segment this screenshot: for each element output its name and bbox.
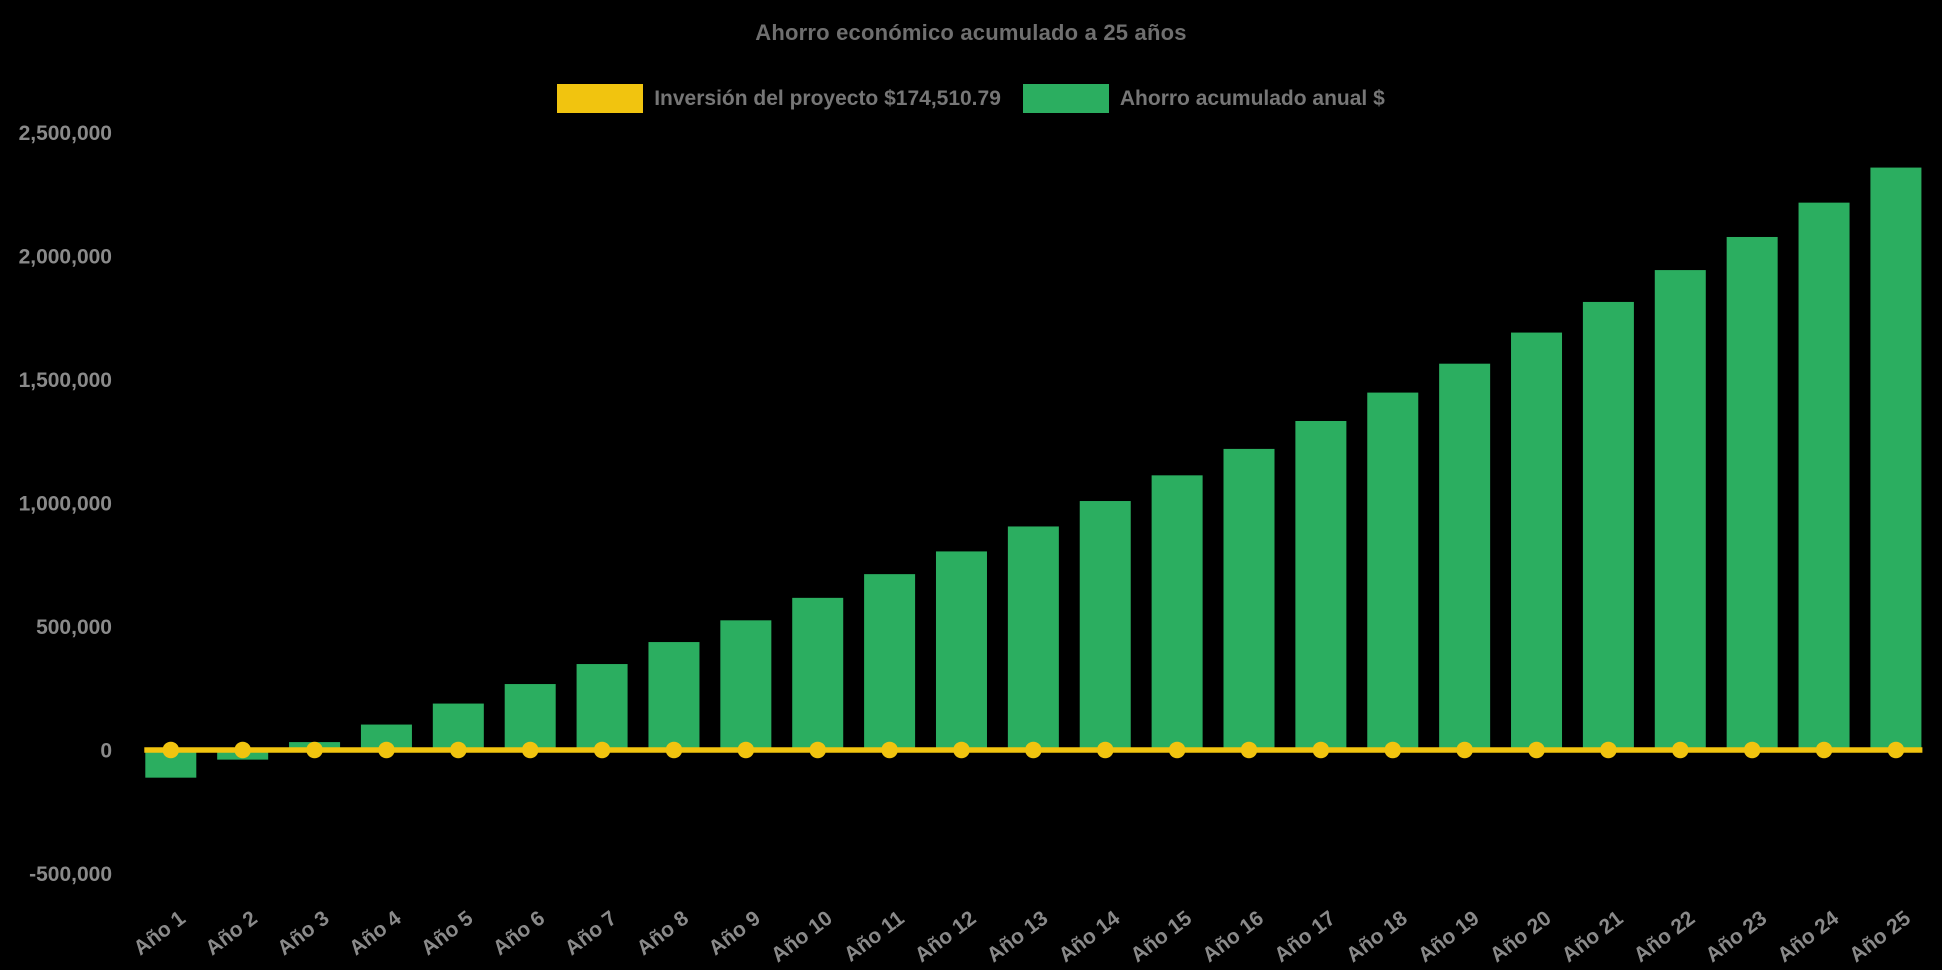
bar-año-18[interactable] bbox=[1367, 392, 1419, 750]
bar-año-10[interactable] bbox=[792, 597, 844, 750]
legend-swatch-inversion-icon bbox=[557, 84, 644, 113]
bar-año-9[interactable] bbox=[720, 620, 772, 750]
bar-año-6[interactable] bbox=[504, 684, 556, 750]
legend-label-ahorro: Ahorro acumulado anual $ bbox=[1119, 86, 1385, 110]
x-tick-label: Año 2 bbox=[201, 907, 261, 960]
investment-line-point-año-18[interactable] bbox=[1384, 741, 1402, 759]
x-tick-label: Año 12 bbox=[911, 907, 981, 968]
chart-title: Ahorro económico acumulado a 25 años bbox=[755, 20, 1187, 45]
x-tick-label: Año 21 bbox=[1558, 906, 1628, 967]
investment-line-point-año-17[interactable] bbox=[1312, 741, 1330, 759]
investment-line-point-año-6[interactable] bbox=[521, 741, 539, 759]
x-tick-label: Año 16 bbox=[1198, 907, 1268, 968]
bar-año-20[interactable] bbox=[1511, 332, 1563, 750]
x-tick-label: Año 23 bbox=[1701, 907, 1771, 968]
x-tick-label: Año 24 bbox=[1773, 906, 1843, 967]
bar-año-14[interactable] bbox=[1079, 501, 1131, 750]
investment-line-point-año-3[interactable] bbox=[306, 741, 323, 759]
investment-line-point-año-25[interactable] bbox=[1887, 741, 1905, 759]
x-tick-label: Año 9 bbox=[704, 907, 764, 960]
investment-line-point-año-22[interactable] bbox=[1671, 741, 1689, 759]
investment-line-point-año-23[interactable] bbox=[1743, 741, 1761, 759]
investment-line-point-año-11[interactable] bbox=[881, 741, 898, 759]
x-tick-label: Año 18 bbox=[1342, 906, 1412, 967]
legend-item-ahorro[interactable]: Ahorro acumulado anual $ bbox=[1022, 84, 1385, 113]
x-tick-label: Año 8 bbox=[633, 906, 694, 960]
bar-año-13[interactable] bbox=[1007, 526, 1059, 750]
bar-año-24[interactable] bbox=[1798, 202, 1850, 750]
x-tick-label: Año 1 bbox=[129, 906, 190, 960]
y-tick-label: 2,000,000 bbox=[19, 245, 112, 268]
x-tick-label: Año 3 bbox=[273, 907, 333, 960]
investment-line-point-año-24[interactable] bbox=[1815, 741, 1833, 759]
x-tick-label: Año 4 bbox=[345, 906, 406, 960]
investment-line-point-año-8[interactable] bbox=[665, 741, 683, 759]
x-tick-label: Año 17 bbox=[1270, 907, 1340, 968]
x-tick-label: Año 10 bbox=[767, 907, 837, 968]
investment-line-point-año-14[interactable] bbox=[1096, 741, 1114, 759]
x-tick-label: Año 14 bbox=[1054, 906, 1124, 967]
bar-año-12[interactable] bbox=[935, 551, 987, 750]
investment-line-point-año-16[interactable] bbox=[1240, 741, 1258, 759]
x-tick-label: Año 5 bbox=[417, 906, 478, 960]
investment-line-point-año-21[interactable] bbox=[1600, 741, 1617, 759]
investment-line-point-año-15[interactable] bbox=[1168, 741, 1186, 759]
x-tick-label: Año 6 bbox=[489, 907, 549, 960]
investment-line-point-año-10[interactable] bbox=[809, 741, 827, 759]
x-tick-label: Año 15 bbox=[1126, 906, 1196, 967]
investment-line-point-año-1[interactable] bbox=[162, 741, 180, 759]
y-tick-label: 2,500,000 bbox=[19, 122, 112, 145]
bar-año-17[interactable] bbox=[1295, 420, 1347, 750]
bar-año-25[interactable] bbox=[1870, 167, 1922, 751]
bar-año-15[interactable] bbox=[1151, 475, 1203, 750]
x-tick-label: Año 11 bbox=[840, 906, 909, 966]
investment-line-point-año-20[interactable] bbox=[1528, 741, 1545, 759]
investment-line-point-año-2[interactable] bbox=[234, 741, 251, 759]
bar-año-21[interactable] bbox=[1582, 301, 1634, 750]
x-tick-label: Año 22 bbox=[1630, 907, 1700, 968]
chart-legend: Inversión del proyecto $174,510.79 Ahorr… bbox=[0, 84, 1942, 113]
legend-item-inversion[interactable]: Inversión del proyecto $174,510.79 bbox=[557, 84, 1001, 113]
legend-swatch-ahorro-icon bbox=[1022, 84, 1109, 113]
investment-line-point-año-13[interactable] bbox=[1025, 741, 1042, 759]
bar-año-8[interactable] bbox=[648, 642, 700, 750]
x-tick-label: Año 7 bbox=[561, 907, 621, 960]
investment-line-point-año-12[interactable] bbox=[953, 741, 970, 759]
y-tick-label: 500,000 bbox=[36, 616, 112, 639]
legend-label-inversion: Inversión del proyecto $174,510.79 bbox=[654, 86, 1001, 110]
investment-line-point-año-9[interactable] bbox=[737, 741, 755, 759]
bar-año-16[interactable] bbox=[1223, 448, 1275, 750]
y-tick-label: 1,000,000 bbox=[19, 492, 112, 515]
bar-año-22[interactable] bbox=[1654, 270, 1706, 750]
x-tick-label: Año 13 bbox=[983, 907, 1053, 968]
bar-año-19[interactable] bbox=[1439, 363, 1491, 750]
bar-año-23[interactable] bbox=[1726, 236, 1778, 750]
investment-line-point-año-19[interactable] bbox=[1456, 741, 1473, 759]
y-tick-label: -500,000 bbox=[29, 863, 112, 886]
y-tick-label: 1,500,000 bbox=[19, 369, 112, 392]
investment-line-point-año-7[interactable] bbox=[593, 741, 611, 759]
investment-line-point-año-5[interactable] bbox=[450, 741, 467, 759]
investment-line-point-año-4[interactable] bbox=[378, 741, 395, 759]
bar-año-11[interactable] bbox=[864, 574, 916, 750]
x-tick-label: Año 19 bbox=[1414, 907, 1484, 968]
y-tick-label: 0 bbox=[100, 739, 112, 762]
bar-año-7[interactable] bbox=[576, 664, 628, 750]
x-tick-label: Año 25 bbox=[1845, 906, 1915, 967]
x-tick-label: Año 20 bbox=[1486, 907, 1556, 968]
